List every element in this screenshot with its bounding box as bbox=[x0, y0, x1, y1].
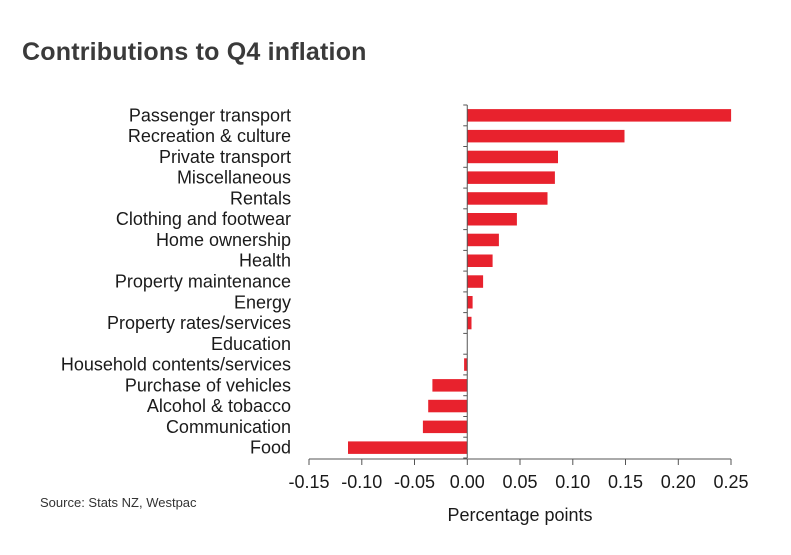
category-label: Home ownership bbox=[156, 230, 291, 250]
bar-home-ownership bbox=[467, 233, 499, 247]
bar-rentals bbox=[467, 192, 548, 205]
x-tick-label: -0.05 bbox=[394, 472, 435, 492]
source-note: Source: Stats NZ, Westpac bbox=[40, 495, 197, 510]
y-axis-ticks bbox=[463, 104, 468, 459]
bars-group bbox=[348, 109, 732, 454]
category-label: Recreation & culture bbox=[128, 126, 291, 146]
category-label: Health bbox=[239, 251, 291, 271]
category-label: Clothing and footwear bbox=[116, 209, 291, 229]
category-label: Private transport bbox=[159, 147, 291, 167]
bar-property-maintenance bbox=[467, 275, 484, 288]
x-tick-label: 0.10 bbox=[555, 472, 590, 492]
chart-title: Contributions to Q4 inflation bbox=[22, 38, 367, 66]
category-label: Passenger transport bbox=[129, 105, 291, 125]
category-label: Alcohol & tobacco bbox=[147, 396, 291, 416]
x-tick-label: 0.05 bbox=[502, 472, 537, 492]
category-label: Energy bbox=[234, 292, 291, 312]
bar-alcohol-tobacco bbox=[428, 399, 468, 413]
bar-purchase-of-vehicles bbox=[432, 379, 468, 392]
x-tick-label: 0.25 bbox=[713, 472, 748, 492]
x-tick-label: 0.20 bbox=[661, 472, 696, 492]
bar-food bbox=[348, 441, 468, 454]
category-label: Household contents/services bbox=[61, 355, 291, 375]
bar-miscellaneous bbox=[467, 171, 555, 184]
x-axis-title: Percentage points bbox=[447, 505, 592, 525]
bar-recreation-culture bbox=[467, 129, 625, 143]
category-label: Education bbox=[211, 334, 291, 354]
x-tick-label: 0.00 bbox=[450, 472, 485, 492]
bar-energy bbox=[467, 296, 473, 309]
category-label: Property maintenance bbox=[115, 272, 291, 292]
x-tick-label: 0.15 bbox=[608, 472, 643, 492]
x-tick-label: -0.15 bbox=[288, 472, 329, 492]
category-label: Property rates/services bbox=[107, 313, 291, 333]
category-label: Food bbox=[250, 438, 291, 458]
bar-passenger-transport bbox=[467, 109, 732, 122]
category-label: Communication bbox=[166, 417, 291, 437]
bar-communication bbox=[422, 420, 468, 434]
bar-property-rates-services bbox=[467, 316, 472, 330]
category-label: Miscellaneous bbox=[177, 168, 291, 188]
x-axis-ticks: -0.15 -0.10 -0.05 0.00 0.05 0.10 0.15 0.20 0.25 bbox=[288, 459, 749, 492]
bar-health bbox=[467, 254, 493, 267]
bar-private-transport bbox=[467, 150, 558, 164]
category-label: Rentals bbox=[230, 188, 291, 208]
x-tick-label: -0.10 bbox=[341, 472, 382, 492]
bar-clothing-and-footwear bbox=[467, 213, 517, 226]
category-label: Purchase of vehicles bbox=[125, 375, 291, 395]
bar-household-contents-services bbox=[464, 358, 468, 371]
